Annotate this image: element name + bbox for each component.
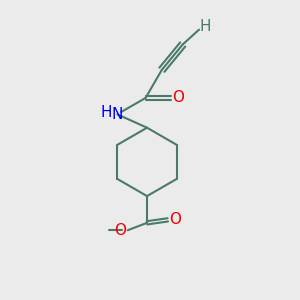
- Text: O: O: [114, 223, 126, 238]
- Text: H: H: [200, 19, 211, 34]
- Text: O: O: [169, 212, 181, 227]
- Text: H: H: [100, 105, 112, 120]
- Text: N: N: [112, 107, 123, 122]
- Text: O: O: [172, 91, 184, 106]
